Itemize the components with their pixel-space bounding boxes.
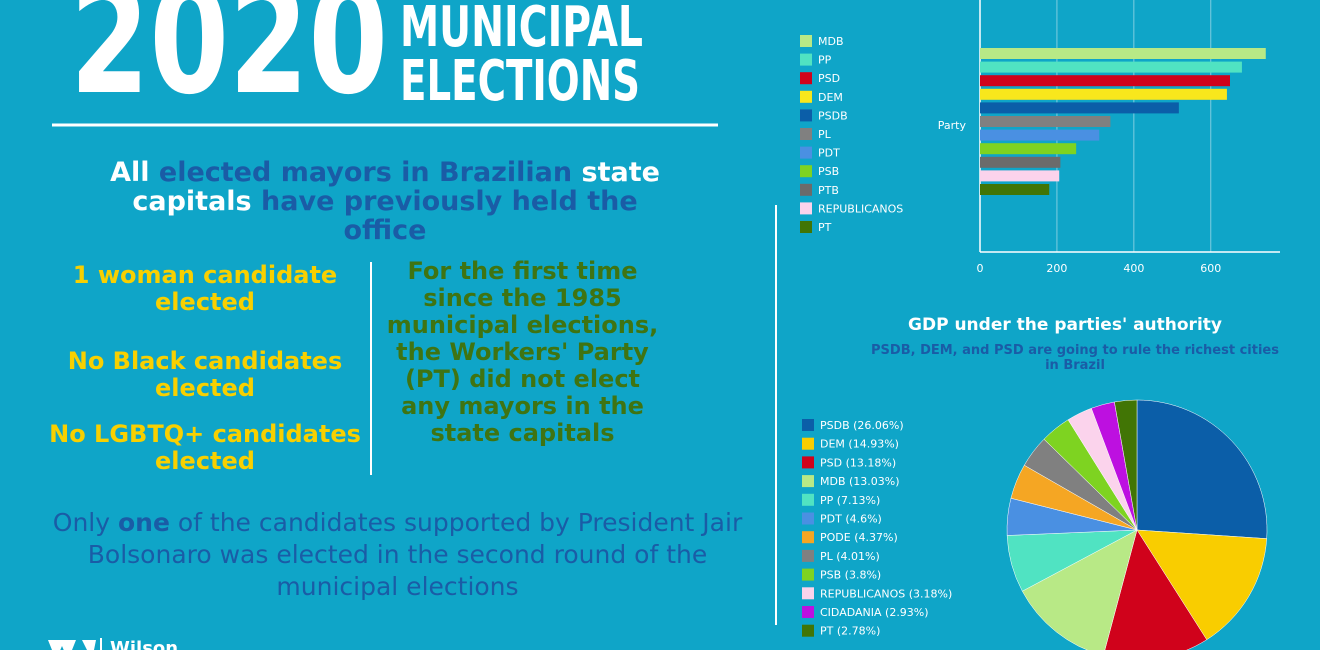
footnote-part: of the candidates supported by President… [87, 508, 743, 601]
legend-label: CIDADANIA (2.93%) [820, 606, 929, 619]
pie-slice [1136, 399, 1268, 539]
legend-swatch [802, 493, 814, 506]
legend-swatch [802, 475, 814, 488]
legend-label: PTB [818, 184, 839, 197]
legend-label: PSB [818, 165, 839, 178]
legend-swatch [800, 109, 812, 122]
x-tick-label: 600 [1200, 262, 1221, 275]
legend-swatch [802, 531, 814, 544]
headline-part: have previously held the office [251, 186, 638, 246]
legend-swatch [802, 456, 814, 469]
legend-label: PT [818, 221, 832, 234]
bar [980, 61, 1242, 73]
legend-swatch [802, 606, 814, 618]
legend-swatch [800, 53, 812, 66]
x-tick-label: 0 [977, 262, 984, 275]
legend-swatch [802, 512, 814, 525]
bar [980, 48, 1266, 59]
fact: 1 woman candidate elected [72, 261, 338, 316]
legend-label: DEM (14.93%) [820, 438, 899, 451]
legend-label: PODE (4.37%) [820, 531, 898, 544]
headline: All elected mayors in Brazilian state ca… [95, 158, 675, 245]
bar [980, 170, 1060, 182]
logo-icon [48, 640, 96, 650]
legend-label: PL (4.01%) [820, 550, 880, 563]
legend-label: PP [818, 54, 832, 67]
legend-label: PL [818, 128, 832, 141]
title-year: 2020 [70, 0, 388, 128]
legend-swatch [800, 221, 812, 233]
pie-slice [1021, 529, 1138, 650]
footnote-part: one [117, 508, 170, 537]
pt-fact: For the first time since the 1985 munici… [386, 257, 659, 447]
legend-swatch [800, 35, 812, 47]
legend-label: PT (2.78%) [820, 625, 880, 638]
legend-swatch [802, 587, 814, 600]
legend-label: PSDB (26.06%) [820, 419, 904, 432]
legend-swatch [800, 72, 812, 85]
headline-part: All [110, 157, 159, 188]
title-line: ELECTIONS [400, 49, 640, 114]
legend-label: MDB [818, 35, 844, 48]
bar [980, 143, 1077, 155]
pie-title: GDP under the parties' authority [908, 315, 1222, 335]
legend-swatch [800, 165, 812, 178]
bar [980, 88, 1227, 100]
bar [980, 102, 1179, 114]
pie-slice [1104, 529, 1208, 650]
legend-label: DEM [818, 91, 843, 104]
legend-swatch [802, 437, 814, 450]
title-line: MUNICIPAL [400, 0, 643, 60]
legend-label: MDB (13.03%) [820, 475, 900, 488]
legend-label: PSD [818, 72, 840, 85]
legend-swatch [802, 549, 814, 562]
legend-label: REPUBLICANOS (3.18%) [820, 587, 952, 600]
fact: No Black candidates elected [67, 347, 343, 402]
headline-part: elected mayors in Brazilian [158, 157, 582, 188]
legend-swatch [800, 146, 812, 159]
bar [980, 116, 1111, 127]
legend-label: PSDB [818, 109, 848, 122]
footnote-part: Only [52, 508, 118, 537]
footnote: Only one of the candidates supported by … [40, 507, 755, 603]
pie-subtitle: PSDB, DEM, and PSD are going to rule the… [871, 343, 1279, 373]
legend-swatch [800, 183, 812, 196]
bar [980, 184, 1050, 195]
legend-swatch [802, 624, 814, 637]
legend-label: PSD (13.18%) [820, 456, 896, 469]
legend-swatch [802, 419, 814, 431]
legend-swatch [800, 128, 812, 140]
bar [980, 156, 1061, 168]
legend-swatch [800, 202, 812, 215]
bar [980, 75, 1230, 87]
pie-slice [1136, 529, 1267, 641]
pie-slice [1114, 399, 1138, 531]
legend-swatch [800, 90, 812, 103]
legend-label: PDT [818, 147, 840, 160]
fact: No LGBTQ+ candidates elected [49, 420, 361, 475]
headline-part: state capitals [132, 157, 660, 217]
y-axis-label: Party [938, 119, 967, 132]
legend-label: PSB (3.8%) [820, 569, 881, 582]
legend-label: PP (7.13%) [820, 494, 880, 507]
x-tick-label: 200 [1046, 262, 1067, 275]
legend-label: REPUBLICANOS [818, 202, 903, 215]
logo-text: Wilson [110, 638, 178, 650]
legend-swatch [802, 568, 814, 581]
x-tick-label: 400 [1123, 262, 1144, 275]
legend-label: PDT (4.6%) [820, 513, 882, 526]
bar [980, 129, 1100, 141]
